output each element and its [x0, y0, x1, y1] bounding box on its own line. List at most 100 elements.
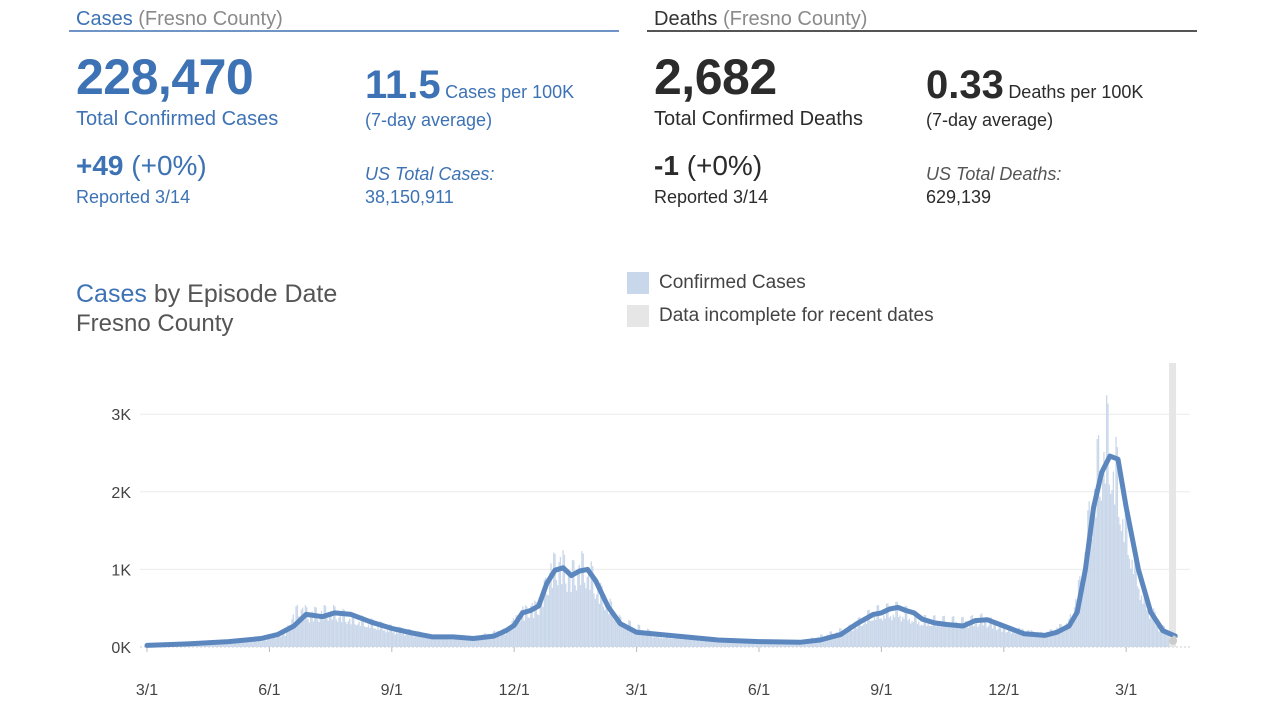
daily-bar-302 [551, 588, 554, 647]
daily-bar-73 [244, 639, 246, 647]
daily-bar-346 [610, 601, 613, 647]
daily-bar-709 [1097, 435, 1100, 647]
daily-bar-609 [963, 627, 966, 647]
legend-label-incomplete: Data incomplete for recent dates [659, 305, 934, 326]
daily-bar-665 [1038, 637, 1041, 647]
daily-bar-650 [1018, 627, 1021, 647]
daily-bar-517 [840, 628, 842, 647]
deaths-us-total: 629,139 [926, 187, 992, 207]
daily-bar-584 [930, 625, 932, 647]
cases-total-label: Total Confirmed Cases [76, 108, 279, 130]
chart-subtitle: Fresno County [76, 310, 234, 337]
daily-bar-334 [594, 598, 596, 647]
daily-bar-597 [947, 624, 949, 647]
daily-bar-570 [911, 620, 913, 647]
daily-bar-246 [476, 639, 478, 647]
daily-bar-91 [268, 636, 270, 647]
daily-bar-431 [724, 641, 727, 647]
daily-bar-535 [864, 620, 866, 647]
daily-bar-562 [900, 621, 902, 647]
daily-bar-576 [919, 625, 921, 647]
x-tick-label-7: 12/1 [988, 682, 1019, 699]
daily-bar-732 [1128, 558, 1131, 647]
daily-bar-655 [1025, 634, 1027, 647]
daily-bar-213 [432, 638, 434, 647]
daily-bar-105 [287, 625, 289, 647]
daily-bar-85 [260, 641, 262, 647]
daily-bar-513 [834, 633, 837, 647]
daily-bar-156 [355, 625, 358, 647]
deaths-header-sub: (Fresno County) [722, 8, 868, 30]
daily-bar-155 [354, 624, 356, 647]
daily-bar-397 [679, 637, 681, 647]
daily-bar-677 [1055, 629, 1057, 647]
daily-bar-345 [609, 598, 611, 647]
daily-bar-618 [975, 620, 978, 647]
daily-bar-520 [844, 632, 846, 647]
daily-bar-126 [315, 607, 317, 647]
daily-bar-290 [535, 602, 537, 647]
daily-bar-737 [1135, 549, 1137, 647]
daily-bar-114 [299, 619, 301, 647]
daily-bar-368 [640, 632, 642, 647]
daily-bar-731 [1127, 555, 1129, 647]
cases-change-value: +49 [76, 150, 124, 181]
daily-bar-523 [848, 625, 850, 647]
daily-bar-585 [931, 625, 933, 647]
daily-bar-189 [400, 627, 402, 647]
daily-bar-357 [625, 625, 627, 647]
daily-bar-739 [1138, 588, 1140, 647]
daily-bar-172 [377, 627, 379, 647]
daily-bar-398 [680, 639, 682, 647]
daily-bar-86 [261, 641, 264, 647]
daily-bar-412 [699, 639, 701, 647]
daily-bar-722 [1115, 436, 1117, 647]
daily-bar-239 [467, 639, 469, 647]
daily-bar-433 [727, 640, 729, 647]
daily-bar-61 [228, 642, 230, 647]
daily-bar-318 [573, 560, 575, 647]
daily-bar-150 [347, 621, 350, 647]
daily-bar-125 [314, 606, 316, 647]
daily-bar-214 [433, 638, 435, 647]
daily-bar-72 [243, 642, 245, 647]
daily-bar-610 [965, 621, 967, 647]
daily-bar-146 [342, 608, 344, 647]
daily-bar-313 [566, 591, 568, 647]
daily-bar-411 [698, 638, 700, 647]
daily-bar-573 [915, 611, 917, 647]
daily-bar-81 [255, 639, 257, 647]
daily-bar-152 [350, 624, 352, 647]
daily-bar-261 [496, 631, 498, 647]
deaths-per100k: 0.33 Deaths per 100K [926, 65, 1143, 105]
daily-bar-215 [434, 638, 437, 647]
daily-bar-379 [655, 637, 657, 647]
daily-bar-285 [528, 617, 531, 647]
daily-bar-249 [480, 639, 482, 647]
daily-bar-252 [484, 633, 486, 647]
daily-bar-628 [989, 617, 991, 647]
daily-bar-748 [1150, 614, 1152, 647]
deaths-reported: Reported 3/14 [654, 187, 769, 207]
daily-bar-223 [445, 635, 447, 647]
daily-bar-232 [457, 639, 460, 647]
daily-bar-619 [977, 626, 979, 647]
daily-bar-417 [706, 640, 708, 647]
daily-bar-554 [889, 616, 892, 647]
legend-item-confirmed: Confirmed Cases [627, 271, 934, 295]
daily-bar-581 [926, 626, 928, 647]
daily-bar-649 [1017, 628, 1019, 647]
daily-bar-381 [657, 633, 660, 647]
daily-bar-203 [418, 631, 421, 647]
daily-bar-547 [880, 618, 882, 647]
daily-bar-591 [939, 626, 941, 647]
average-line [144, 453, 1178, 648]
daily-bar-169 [373, 628, 375, 647]
daily-bar-405 [689, 639, 692, 647]
daily-bar-574 [916, 624, 919, 647]
daily-bar-77 [249, 640, 252, 647]
daily-bar-166 [369, 627, 371, 647]
daily-bar-413 [700, 640, 702, 647]
daily-bar-480 [790, 643, 792, 647]
daily-bar-537 [867, 610, 869, 647]
